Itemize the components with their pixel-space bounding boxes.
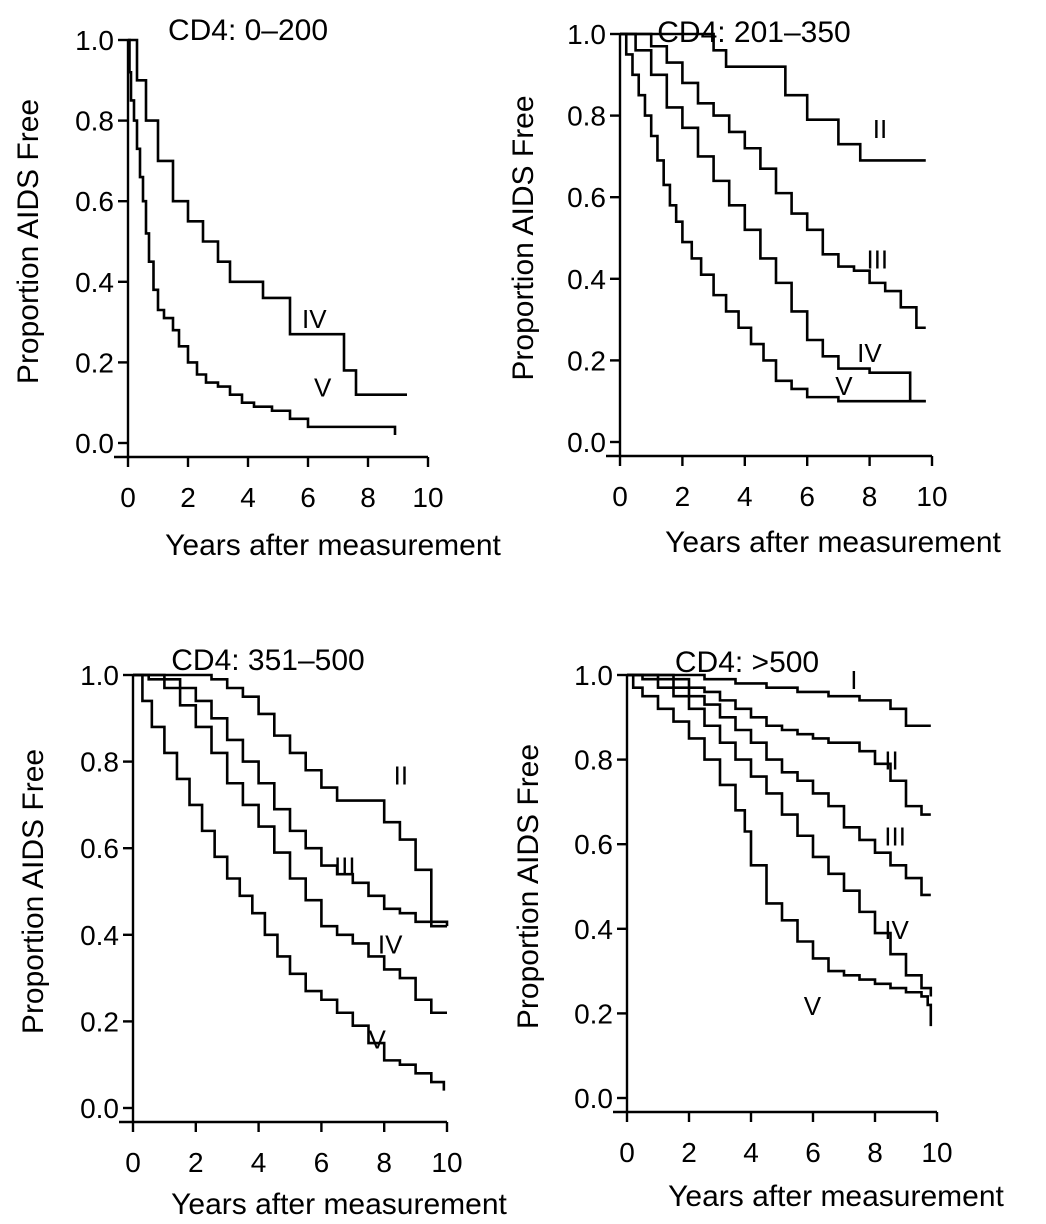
x-tick-label: 6 <box>799 481 815 512</box>
curve-label-IV: IV <box>857 338 882 368</box>
y-tick-label: 1.0 <box>574 660 613 691</box>
x-tick-label: 6 <box>314 1147 330 1178</box>
y-tick-label: 0.0 <box>567 427 606 458</box>
x-axis-label: Years after measurement <box>668 1180 1004 1213</box>
x-tick-label: 0 <box>619 1137 635 1168</box>
x-tick-label: 8 <box>862 481 878 512</box>
y-tick-label: 0.2 <box>574 998 613 1029</box>
x-axis-label: Years after measurement <box>665 526 1001 559</box>
y-tick-label: 0.0 <box>574 1083 613 1114</box>
x-tick-label: 6 <box>805 1137 821 1168</box>
curve-label-II: II <box>884 746 898 776</box>
chart-title: CD4: 201–350 <box>657 16 850 49</box>
y-tick-label: 0.4 <box>567 264 606 295</box>
y-tick-label: 0.8 <box>574 745 613 776</box>
curve-label-III: III <box>866 244 888 274</box>
x-tick-label: 10 <box>921 1137 952 1168</box>
x-tick-label: 6 <box>300 482 316 513</box>
x-tick-label: 0 <box>612 481 628 512</box>
y-tick-label: 0.0 <box>75 428 114 459</box>
panel-2: CD4: 201–350 0.0 0.2 0.4 0.6 0.8 1.0 0 2 4 6 8 10 Pro… <box>507 16 1002 559</box>
survival-curve-IV <box>620 32 926 403</box>
y-tick-label: 0.8 <box>80 747 119 778</box>
curve-label-II: II <box>873 114 887 144</box>
x-tick-label: 2 <box>188 1147 204 1178</box>
y-tick-label: 0.4 <box>75 267 114 298</box>
panel-4: CD4: >500 0.0 0.2 0.4 0.6 0.8 1.0 0 2 4 6 8 10 Propor… <box>512 646 1005 1213</box>
y-tick-label: 0.4 <box>80 920 119 951</box>
survival-curve-IV <box>128 38 407 396</box>
curve-label-I: I <box>850 665 857 695</box>
y-tick-label: 0.8 <box>75 106 114 137</box>
y-tick-label: 1.0 <box>75 25 114 56</box>
y-tick-label: 1.0 <box>80 660 119 691</box>
panel-3: CD4: 351–500 0.0 0.2 0.4 0.6 0.8 1.0 0 2 4 6 8 10 Pro… <box>17 644 508 1221</box>
x-tick-label: 4 <box>240 482 256 513</box>
survival-curve-III <box>133 673 449 927</box>
y-tick-label: 0.6 <box>574 829 613 860</box>
survival-curve-II <box>133 673 447 928</box>
x-axis-label: Years after measurement <box>165 529 501 562</box>
chart-title: CD4: >500 <box>675 646 819 679</box>
y-tick-label: 0.0 <box>80 1093 119 1124</box>
x-tick-label: 4 <box>251 1147 267 1178</box>
curve-label-III: III <box>334 852 356 882</box>
curve-label-V: V <box>369 1025 387 1055</box>
survival-curve-V <box>133 673 446 1091</box>
x-tick-label: 0 <box>120 482 136 513</box>
x-tick-label: 10 <box>916 481 947 512</box>
curve-label-II: II <box>394 761 408 791</box>
y-tick-label: 0.6 <box>80 833 119 864</box>
x-axis-label: Years after measurement <box>171 1188 507 1221</box>
curve-label-V: V <box>314 373 332 403</box>
survival-curve-IV <box>627 673 933 997</box>
x-tick-label: 2 <box>675 481 691 512</box>
y-tick-label: 0.2 <box>80 1006 119 1037</box>
x-tick-label: 10 <box>412 482 443 513</box>
curve-label-V: V <box>835 371 853 401</box>
survival-curve-III <box>620 32 926 330</box>
x-tick-label: 0 <box>125 1147 141 1178</box>
x-tick-label: 4 <box>743 1137 759 1168</box>
chart-title: CD4: 351–500 <box>171 644 364 677</box>
curve-label-IV: IV <box>378 929 403 959</box>
y-tick-label: 0.6 <box>75 186 114 217</box>
panel-1: CD4: 0–200 0.0 0.2 0.4 0.6 0.8 1.0 0 2 4 6 8 10 Propo… <box>12 14 502 562</box>
curve-label-IV: IV <box>884 915 909 945</box>
x-tick-label: 4 <box>737 481 753 512</box>
curve-label-III: III <box>884 822 906 852</box>
curve-label-V: V <box>804 991 822 1021</box>
survival-curve-II <box>627 673 931 816</box>
y-tick-label: 0.6 <box>567 182 606 213</box>
y-tick-label: 0.8 <box>567 101 606 132</box>
survival-curve-V <box>128 38 397 435</box>
y-tick-label: 1.0 <box>567 19 606 50</box>
y-axis-label: Proportion AIDS Free <box>512 744 545 1029</box>
y-axis-label: Proportion AIDS Free <box>12 99 45 384</box>
x-tick-label: 2 <box>180 482 196 513</box>
curve-label-IV: IV <box>302 304 327 334</box>
x-tick-label: 8 <box>360 482 376 513</box>
x-tick-label: 2 <box>681 1137 697 1168</box>
y-tick-label: 0.2 <box>567 345 606 376</box>
chart-title: CD4: 0–200 <box>168 14 328 47</box>
x-tick-label: 8 <box>867 1137 883 1168</box>
survival-curve-IV <box>133 673 447 1015</box>
x-tick-label: 8 <box>376 1147 392 1178</box>
survival-curve-II <box>620 32 926 162</box>
x-tick-label: 10 <box>431 1147 462 1178</box>
y-tick-label: 0.2 <box>75 347 114 378</box>
survival-curve-I <box>627 673 931 728</box>
y-tick-label: 0.4 <box>574 914 613 945</box>
y-axis-label: Proportion AIDS Free <box>17 749 50 1034</box>
y-axis-label: Proportion AIDS Free <box>507 95 540 380</box>
survival-curve-V <box>620 32 926 403</box>
survival-curve-III <box>627 673 931 897</box>
survival-curve-V <box>627 673 933 1027</box>
